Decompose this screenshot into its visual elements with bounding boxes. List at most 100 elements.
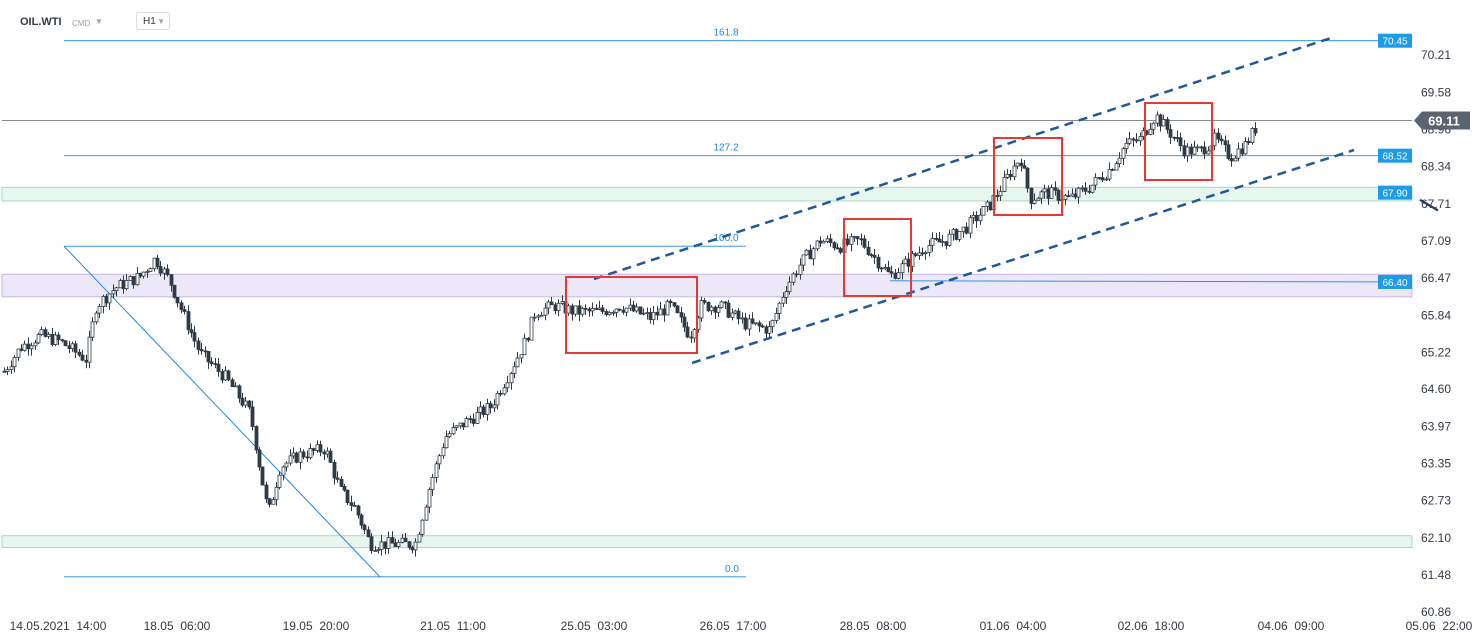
candle xyxy=(1161,114,1166,127)
candle xyxy=(832,240,837,251)
candle xyxy=(971,211,976,224)
candle xyxy=(577,299,582,322)
candle-body xyxy=(390,537,395,544)
candle xyxy=(152,257,157,272)
candle-body xyxy=(267,498,272,505)
candle-body xyxy=(175,296,180,304)
candle xyxy=(56,332,61,346)
candle-body xyxy=(614,308,619,313)
candle-body xyxy=(366,529,371,538)
chevron-down-icon[interactable]: ▼ xyxy=(95,17,103,26)
candle-body xyxy=(1019,162,1024,167)
candle xyxy=(787,276,792,295)
candle xyxy=(1158,113,1163,132)
x-tick-label: 14.05.2021 14:00 xyxy=(10,619,107,633)
candle xyxy=(481,404,486,418)
candle-body xyxy=(1107,168,1112,180)
candle xyxy=(549,296,554,306)
candle xyxy=(175,296,180,308)
candle-body xyxy=(468,418,473,421)
candle-body xyxy=(862,238,867,248)
candle-body xyxy=(655,311,660,316)
candle-body xyxy=(662,308,667,316)
candle-body xyxy=(818,240,823,244)
candle-body xyxy=(308,448,313,459)
candle xyxy=(736,308,741,325)
candle xyxy=(441,443,446,459)
candle xyxy=(77,349,82,357)
candle-body xyxy=(651,311,656,321)
symbol-label[interactable]: OIL.WTI xyxy=(20,16,62,28)
candle-body xyxy=(954,229,959,240)
candle xyxy=(451,422,456,436)
candle-body xyxy=(587,308,592,312)
candle-body xyxy=(1243,141,1248,155)
candle-body xyxy=(434,463,439,478)
candle xyxy=(1178,132,1183,152)
timeframe-select[interactable]: H1 ▼ xyxy=(136,12,170,30)
instrument-type-label[interactable]: CMD xyxy=(72,19,91,28)
candle xyxy=(356,504,361,519)
candle-body xyxy=(43,329,48,337)
candle-body xyxy=(1076,187,1081,198)
candle-body xyxy=(1212,132,1217,147)
candle-body xyxy=(1138,136,1143,142)
candle-body xyxy=(1087,190,1092,193)
candle-body xyxy=(111,290,116,295)
candle-body xyxy=(437,455,442,465)
candle xyxy=(815,240,820,252)
candle-body xyxy=(1083,187,1088,192)
candle-body xyxy=(995,195,1000,197)
candle xyxy=(1025,167,1030,193)
candle xyxy=(709,305,714,315)
candle xyxy=(634,303,639,313)
candle xyxy=(243,396,248,408)
candle-body xyxy=(658,308,663,316)
candle xyxy=(825,235,830,244)
candle xyxy=(645,307,650,320)
candle-body xyxy=(723,301,728,304)
candle xyxy=(845,233,850,247)
candle-body xyxy=(747,318,752,330)
candle-body xyxy=(294,452,299,463)
candle-body xyxy=(1012,165,1017,178)
candle-body xyxy=(1056,189,1061,201)
candle xyxy=(87,330,92,369)
candle xyxy=(294,451,299,464)
candle xyxy=(1093,173,1098,191)
candle xyxy=(628,298,633,312)
candle-body xyxy=(549,301,554,306)
candle xyxy=(767,321,772,339)
candle-body xyxy=(526,337,531,341)
candle xyxy=(509,371,514,390)
candle-body xyxy=(580,307,585,315)
candle-body xyxy=(271,499,276,505)
candle xyxy=(543,303,548,321)
candle xyxy=(80,349,85,362)
candle-body xyxy=(668,300,673,304)
candle-body xyxy=(1008,173,1013,178)
candle-body xyxy=(332,461,337,479)
candle xyxy=(468,415,473,424)
candle xyxy=(1121,147,1126,165)
candle-body xyxy=(1134,139,1139,142)
candle-body xyxy=(1025,167,1030,189)
channel-upper-line xyxy=(593,35,1335,281)
candle-body xyxy=(186,311,191,331)
candle-body xyxy=(631,304,636,312)
candle-body xyxy=(886,267,891,273)
candle-body xyxy=(203,350,208,353)
candle-body xyxy=(675,305,680,313)
candle-body xyxy=(128,276,133,281)
candle xyxy=(301,449,306,460)
candle xyxy=(607,311,612,316)
price-tag-text: 68.52 xyxy=(1382,152,1407,163)
candle xyxy=(862,235,867,249)
candle xyxy=(366,526,371,538)
y-tick-label: 66.47 xyxy=(1421,271,1451,285)
candle xyxy=(726,300,731,319)
candle xyxy=(794,270,799,278)
y-tick-label: 63.35 xyxy=(1421,457,1451,471)
candle-body xyxy=(825,238,830,242)
